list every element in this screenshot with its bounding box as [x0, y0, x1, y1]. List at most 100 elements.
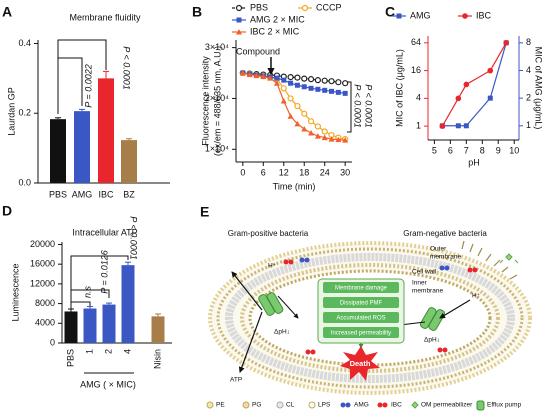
marker	[273, 80, 280, 86]
annotation: P < 0.0001	[364, 84, 374, 127]
compound-dots	[283, 253, 519, 355]
structure-label: Outer	[430, 246, 447, 253]
series-line	[441, 42, 507, 127]
marker	[439, 123, 446, 129]
x-tick-label: 10	[509, 145, 519, 155]
x-tick-label: 24	[320, 167, 330, 177]
y-tick-label: 16000	[30, 259, 55, 269]
marker	[342, 80, 349, 87]
marker	[253, 72, 260, 79]
y-tick-label: 4000	[35, 318, 55, 328]
bar	[98, 78, 114, 183]
bar	[121, 265, 135, 343]
y-tick-label: 12000	[30, 278, 55, 288]
x-tick-label: 18	[299, 167, 309, 177]
ph-label: ΔpH↓	[424, 337, 440, 344]
marker	[301, 75, 308, 82]
legend-label: IBC 2 × MIC	[250, 26, 300, 36]
marker	[314, 123, 321, 130]
bracket	[57, 39, 107, 114]
marker	[455, 123, 461, 129]
pathway-step: Increased permeability	[331, 331, 391, 337]
legend-label: AMG	[354, 402, 369, 409]
marker	[455, 95, 462, 102]
right-title: Gram-negative bacteria	[403, 229, 487, 238]
y-tick-label: 1	[526, 120, 531, 130]
y-tick-label: 3×10⁴	[205, 42, 229, 52]
y-tick-label: 0.2	[18, 108, 31, 118]
marker	[321, 128, 328, 135]
y-axis-title: MIC of IBC (μg/mL)	[394, 49, 404, 127]
marker	[463, 81, 470, 88]
y-tick-label: 8000	[35, 298, 55, 308]
x-tick-label: 9	[496, 145, 501, 155]
marker	[301, 84, 307, 90]
marker	[301, 110, 308, 117]
structure-label: membrane	[430, 254, 461, 261]
y-tick-label: 4	[416, 93, 421, 103]
y-tick-label: 0.4	[18, 38, 31, 48]
legend-label: PBS	[250, 2, 268, 12]
marker	[487, 95, 493, 101]
bar	[102, 304, 116, 343]
lps-chains	[461, 240, 518, 280]
y-tick-label: 8	[526, 37, 531, 47]
marker	[314, 77, 321, 84]
diagram-legend-icons	[206, 400, 485, 411]
proton-label: H⁺	[472, 293, 481, 300]
marker	[308, 85, 314, 91]
panel-label: D	[2, 203, 12, 219]
marker	[236, 29, 242, 35]
annotation: Compound	[236, 46, 280, 56]
marker	[267, 75, 274, 81]
y-tick-label: 64	[411, 37, 421, 47]
x-tick-label: 8	[480, 145, 485, 155]
outcome-label: Death	[350, 359, 371, 368]
marker	[294, 120, 301, 127]
annotation: P = 0.0126	[99, 250, 109, 293]
y-axis-title: Laurdan GP	[6, 87, 16, 136]
arrow	[277, 295, 299, 319]
x-tick-label: Nisin	[152, 349, 162, 369]
marker	[235, 4, 243, 12]
x-tick-label: IBC	[98, 189, 114, 199]
x-tick-label: PBS	[65, 349, 75, 367]
chart-title: Membrane fluidity	[69, 12, 141, 22]
legend-label: PG	[252, 402, 261, 409]
marker	[294, 74, 301, 81]
series-line	[242, 72, 346, 84]
y-axis-title: (ex/em = 488/635 nm, A.U.)	[212, 46, 222, 156]
marker	[301, 4, 309, 12]
ph-label: ΔpH↓	[274, 329, 290, 336]
legend-label: CL	[286, 402, 295, 409]
series-line	[242, 72, 346, 141]
bar	[121, 140, 137, 183]
marker	[260, 73, 267, 80]
x-tick-label: 0	[240, 167, 245, 177]
x-tick-label: 30	[340, 167, 350, 177]
marker	[315, 86, 321, 92]
marker	[321, 134, 328, 141]
annotation: P < 0.0001	[353, 84, 363, 127]
proton-label: H⁺	[268, 263, 277, 270]
y-tick-label: 16	[411, 65, 421, 75]
marker	[342, 90, 348, 96]
y2-axis-title: MIC of AMG (μg/mL)	[534, 47, 544, 130]
marker	[462, 13, 468, 19]
x-tick-label: BZ	[123, 189, 135, 199]
x-tick-label: 6	[261, 167, 266, 177]
x-axis-title: Time (min)	[273, 181, 316, 191]
arrow	[231, 271, 263, 311]
arrow	[439, 299, 471, 319]
marker	[239, 70, 246, 76]
marker	[288, 80, 294, 86]
legend-label: CCCP	[316, 2, 342, 12]
marker	[335, 79, 342, 86]
marker	[503, 40, 510, 46]
om-permeabilizer	[499, 253, 519, 264]
marker	[281, 77, 287, 83]
bracket	[57, 57, 83, 112]
death-burst	[340, 346, 380, 381]
y-tick-label: 20000	[30, 239, 55, 249]
